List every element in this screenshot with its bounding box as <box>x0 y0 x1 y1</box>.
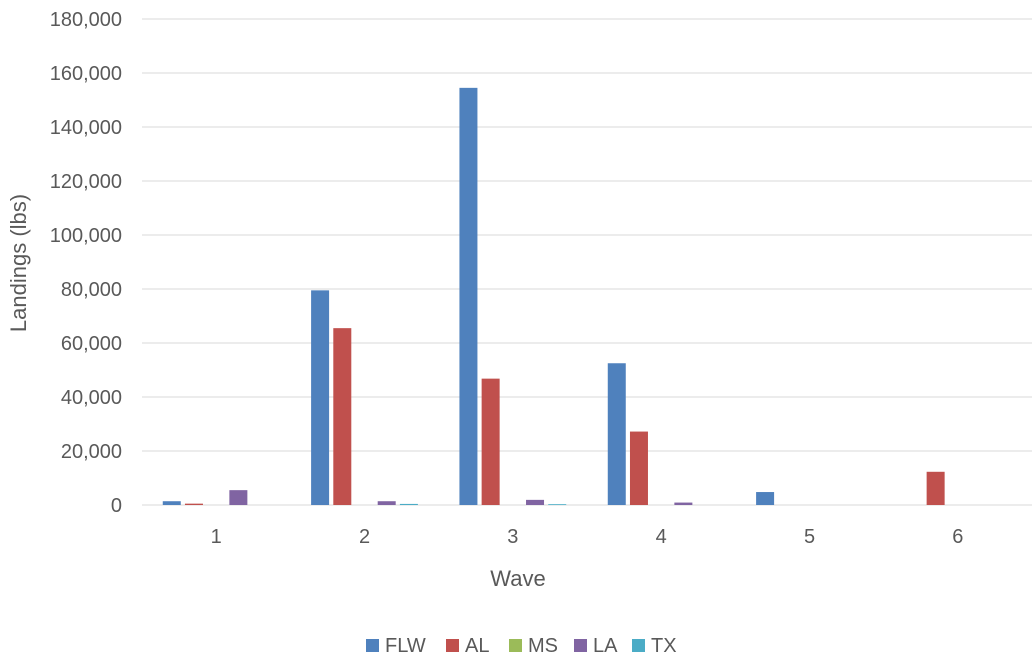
bar-tx-wave-3 <box>548 504 567 505</box>
legend-swatch-tx <box>632 639 645 652</box>
bar-flw-wave-5 <box>756 492 775 505</box>
y-tick-label: 180,000 <box>50 9 122 31</box>
y-tick-label: 160,000 <box>50 63 122 85</box>
x-tick-label: 2 <box>359 526 370 548</box>
y-tick-label: 100,000 <box>50 225 122 247</box>
legend-label-flw: FLW <box>385 635 426 657</box>
bar-al-wave-4 <box>629 431 648 505</box>
bar-al-wave-1 <box>184 503 203 505</box>
bar-la-wave-2 <box>377 501 396 505</box>
y-tick-label: 40,000 <box>61 387 122 409</box>
legend-swatch-ms <box>509 639 522 652</box>
bar-flw-wave-3 <box>459 87 478 505</box>
y-tick-label: 120,000 <box>50 171 122 193</box>
x-tick-label: 1 <box>211 526 222 548</box>
y-axis-ticks: 0 20,000 40,000 60,000 80,000 100,000 120,000 1… <box>50 9 122 517</box>
bar-flw-wave-2 <box>311 290 330 505</box>
bar-al-wave-2 <box>333 328 352 505</box>
y-tick-label: 20,000 <box>61 441 122 463</box>
legend-swatch-la <box>574 639 587 652</box>
x-tick-label: 6 <box>952 526 963 548</box>
x-tick-label: 3 <box>507 526 518 548</box>
bar-flw-wave-1 <box>162 501 181 505</box>
bar-al-wave-3 <box>481 378 500 505</box>
y-tick-label: 140,000 <box>50 117 122 139</box>
x-axis-title: Wave <box>490 566 545 591</box>
bars <box>162 87 945 505</box>
legend-label-al: AL <box>465 635 489 657</box>
gridlines <box>142 18 1032 506</box>
x-tick-label: 5 <box>804 526 815 548</box>
legend-label-tx: TX <box>651 635 677 657</box>
y-axis-title: Landings (lbs) <box>6 194 31 332</box>
x-axis-ticks: 1 2 3 4 5 6 <box>211 526 964 548</box>
bar-la-wave-1 <box>229 490 248 505</box>
bar-la-wave-4 <box>674 502 693 505</box>
x-tick-label: 4 <box>656 526 667 548</box>
legend-swatch-flw <box>366 639 379 652</box>
y-tick-label: 80,000 <box>61 279 122 301</box>
y-tick-label: 60,000 <box>61 333 122 355</box>
legend-swatch-al <box>446 639 459 652</box>
legend-label-la: LA <box>593 635 618 657</box>
bar-tx-wave-2 <box>399 503 418 505</box>
legend-label-ms: MS <box>528 635 558 657</box>
bar-al-wave-6 <box>926 471 945 505</box>
bar-flw-wave-4 <box>607 363 626 505</box>
legend: FLW AL MS LA TX <box>366 635 677 657</box>
y-tick-label: 0 <box>111 495 122 517</box>
bar-la-wave-3 <box>526 499 545 505</box>
